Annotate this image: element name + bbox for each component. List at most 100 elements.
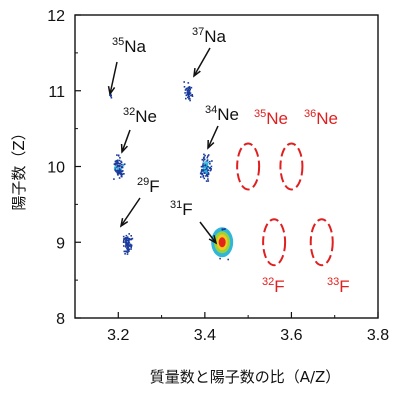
event-dot <box>186 91 189 93</box>
event-dot <box>125 243 127 246</box>
event-dot <box>205 169 207 172</box>
event-dot <box>202 169 205 171</box>
event-dot <box>207 173 210 176</box>
event-dot <box>126 249 129 251</box>
y-tick-label: 10 <box>47 160 65 177</box>
arrowhead-35Na <box>107 85 116 96</box>
event-dot <box>202 162 205 165</box>
event-dot <box>123 163 125 166</box>
arrow-37Na <box>193 47 211 77</box>
event-dot <box>189 97 191 100</box>
event-dot <box>118 177 121 179</box>
event-dot <box>120 168 123 170</box>
event-dot <box>207 165 209 168</box>
x-tick-label: 3.6 <box>280 327 302 344</box>
event-dot <box>130 246 132 248</box>
event-dot <box>201 173 203 175</box>
event-dot <box>123 240 125 242</box>
event-dot <box>118 169 121 172</box>
event-dot <box>129 238 131 241</box>
event-dot <box>200 170 203 173</box>
event-dot <box>206 167 209 169</box>
label-34Ne: 34Ne <box>205 104 239 124</box>
event-dot <box>118 159 121 162</box>
event-dot <box>201 165 204 168</box>
event-dot <box>110 96 113 99</box>
label-31F: 31F <box>170 199 193 219</box>
event-dot <box>191 94 193 96</box>
event-dot <box>114 162 117 165</box>
event-dot <box>124 237 126 240</box>
event-dot <box>125 237 127 239</box>
event-dot <box>207 172 210 174</box>
event-dot <box>187 88 190 91</box>
event-dot <box>204 164 207 167</box>
event-dot <box>130 248 132 250</box>
event-dot <box>188 98 190 100</box>
event-dot <box>115 165 118 168</box>
event-dot <box>117 174 119 176</box>
cluster-29F <box>122 233 134 255</box>
event-dot <box>223 228 225 230</box>
event-dot <box>117 170 120 173</box>
label-33F: 33F <box>327 276 350 296</box>
event-dot <box>131 237 134 240</box>
event-dot <box>202 164 204 166</box>
event-dot <box>128 242 131 244</box>
event-dot <box>109 94 112 96</box>
event-dot <box>120 172 123 174</box>
event-dot <box>117 172 120 174</box>
label-35Na: 35Na <box>112 36 147 56</box>
event-dot <box>130 244 133 246</box>
annotations: 35Na 37Na 32Ne 34Ne 29F 31F 35Ne 36Ne 32F 33F <box>107 26 350 296</box>
event-dot <box>123 250 126 253</box>
event-dot <box>206 162 209 165</box>
event-dot <box>123 173 125 175</box>
event-dot <box>203 172 206 174</box>
event-dot <box>183 81 185 83</box>
event-dot <box>110 94 112 96</box>
event-dot <box>185 94 188 97</box>
event-dot <box>203 162 206 164</box>
event-dot <box>209 169 211 172</box>
event-dot <box>203 163 205 165</box>
event-dot <box>188 91 191 94</box>
event-dot <box>120 161 123 164</box>
y-tick-label: 11 <box>48 84 65 101</box>
event-dot <box>117 154 120 157</box>
event-dot <box>204 154 206 157</box>
event-dot <box>205 160 207 163</box>
event-dot <box>224 228 226 230</box>
cluster-34Ne <box>199 153 213 182</box>
event-dot <box>116 159 119 162</box>
event-dot <box>203 153 205 156</box>
event-dot <box>219 257 221 260</box>
event-dot <box>121 166 124 169</box>
predicted-32F <box>262 218 287 267</box>
arrowhead-34Ne <box>207 139 215 150</box>
event-dot <box>119 169 121 172</box>
event-dot <box>120 173 122 175</box>
label-32F: 32F <box>262 276 285 296</box>
event-dot <box>207 180 210 182</box>
label-35Ne: 35Ne <box>254 108 288 128</box>
event-dot <box>201 158 204 161</box>
event-dot <box>126 245 129 247</box>
arrowhead-31F <box>208 235 218 245</box>
event-dot <box>186 93 189 95</box>
event-dot <box>202 157 205 159</box>
event-dot <box>126 239 129 242</box>
event-dot <box>124 246 127 248</box>
event-dot <box>188 96 190 98</box>
event-dot <box>120 174 123 177</box>
event-dot <box>205 175 207 177</box>
event-dot <box>114 164 117 166</box>
event-dot <box>210 165 213 168</box>
event-dot <box>129 243 132 246</box>
event-dot <box>116 170 119 172</box>
event-dot <box>189 88 191 91</box>
event-dot <box>191 95 194 97</box>
event-dot <box>119 162 122 165</box>
event-dot <box>207 155 209 157</box>
